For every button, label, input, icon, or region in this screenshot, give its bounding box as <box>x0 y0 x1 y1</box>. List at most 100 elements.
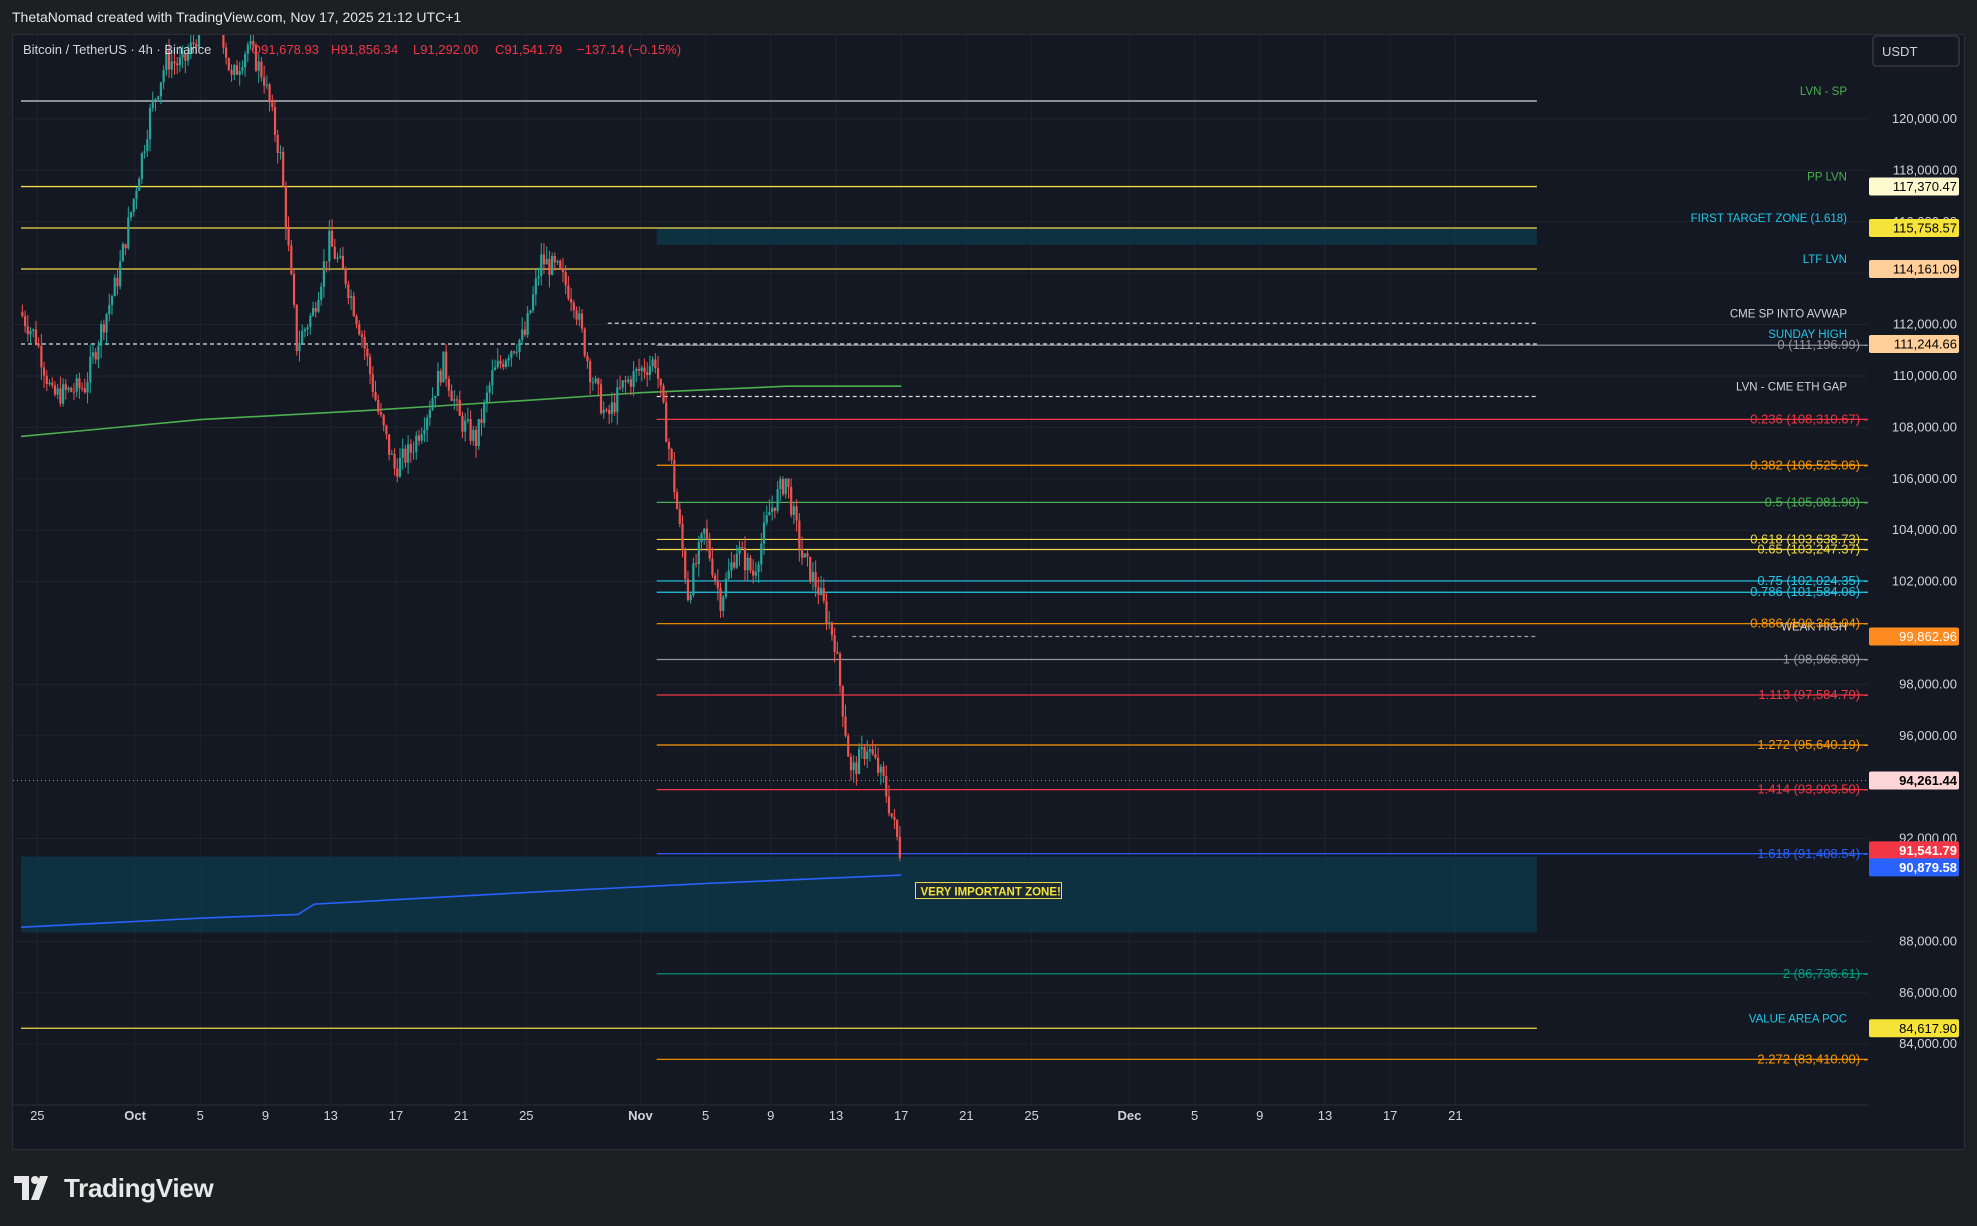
candle-body <box>303 329 306 332</box>
candle-body <box>654 359 657 369</box>
legend: Bitcoin / TetherUS · 4h · Binance O91,67… <box>23 42 681 57</box>
candle-body <box>257 61 260 71</box>
price-axis[interactable]: 120,000.00118,000.00116,000.00114,000.00… <box>1869 35 1964 1105</box>
candle-body <box>765 515 768 523</box>
candle-body <box>572 302 575 311</box>
candle-body <box>72 391 76 393</box>
fib-label: 2.272 (83,410.00) - <box>1757 1051 1868 1066</box>
candle-body <box>648 366 652 375</box>
fib-label: 0.236 (108,310.67) - <box>1750 411 1868 426</box>
price-chart[interactable]: LVN - SP PP LVN FIRST TARGET ZONE (1.618) L… <box>13 35 1964 1149</box>
level-label: WEAK HIGH <box>1781 621 1847 633</box>
price-tick-label: 96,000.00 <box>1899 728 1957 743</box>
candle-body <box>23 316 27 327</box>
time-tick-label: 13 <box>1318 1108 1332 1123</box>
candle-body <box>197 35 201 48</box>
candle-body <box>263 77 266 86</box>
time-tick-label: Dec <box>1117 1108 1141 1123</box>
candle-body <box>529 310 532 313</box>
candle-body <box>409 444 412 453</box>
candle-body <box>420 434 423 441</box>
candle-body <box>879 766 882 773</box>
candle-body <box>531 294 535 311</box>
candle-body <box>474 429 478 447</box>
candle-body <box>602 409 605 414</box>
time-tick-label: 5 <box>1191 1108 1198 1123</box>
currency-button[interactable]: USDT <box>1872 35 1960 67</box>
candle-body <box>575 310 578 320</box>
candle-body <box>235 65 239 75</box>
time-tick-label: 25 <box>1024 1108 1038 1123</box>
candle-body <box>485 392 489 403</box>
legend-symbol: Bitcoin / TetherUS · 4h · Binance <box>23 42 211 57</box>
fib-label: 0.75 (102,024.35) - <box>1757 573 1868 588</box>
candle-body <box>162 70 165 83</box>
candle-body <box>453 399 456 401</box>
candle-body <box>817 587 820 595</box>
price-tick-label: 106,000.00 <box>1892 471 1957 486</box>
candle-body <box>697 541 700 565</box>
candle-body <box>105 313 108 333</box>
candle-body <box>314 307 317 312</box>
candle-body <box>618 387 622 389</box>
candle-body <box>173 61 176 64</box>
candle-body <box>762 522 766 544</box>
candle-body <box>809 556 812 582</box>
candle-body <box>803 553 806 558</box>
candle-body <box>222 35 225 48</box>
candle-body <box>838 653 842 687</box>
candle-body <box>863 747 866 760</box>
candle-body <box>328 230 331 262</box>
candle-body <box>727 570 730 579</box>
time-axis[interactable]: 25 Oct 5 9 13 17 21 25 Nov 5 9 13 17 21 25 Dec 5 9 13 17 21 <box>13 1104 1868 1123</box>
candle-body <box>233 65 236 75</box>
candle-body <box>673 459 676 493</box>
candle-body <box>874 754 877 758</box>
chart-frame[interactable]: LVN - SP PP LVN FIRST TARGET ZONE (1.618) L… <box>12 34 1965 1150</box>
time-tick-label: 21 <box>959 1108 973 1123</box>
candle-body <box>624 380 627 382</box>
candle-body <box>502 363 505 367</box>
candle-body <box>567 285 570 299</box>
candle-body <box>295 304 298 352</box>
candle-body <box>754 571 757 576</box>
candle-body <box>434 395 437 399</box>
price-tick-label: 86,000.00 <box>1899 985 1957 1000</box>
candle-body <box>184 53 187 61</box>
tradingview-logo-icon <box>14 1176 48 1200</box>
tradingview-logo[interactable]: TradingView <box>14 1172 214 1204</box>
price-badge-label: 90,879.58 <box>1899 860 1957 875</box>
candle-body <box>746 557 749 571</box>
candle-body <box>360 334 364 337</box>
candle-body <box>510 351 513 358</box>
candle-body <box>70 387 73 392</box>
candle-body <box>819 588 823 595</box>
candle-body <box>317 300 320 312</box>
candle-body <box>178 57 182 66</box>
price-badge <box>1869 334 1959 353</box>
candle-body <box>129 212 133 218</box>
candle-body <box>792 506 795 515</box>
candle-body <box>852 762 855 771</box>
candle-body <box>330 230 334 247</box>
candle-body <box>605 409 608 411</box>
candle-body <box>358 324 361 335</box>
candle-body <box>708 539 711 559</box>
candle-body <box>67 387 70 390</box>
candle-body <box>51 382 54 386</box>
candle-body <box>871 749 874 755</box>
level-label: PP LVN <box>1807 172 1847 184</box>
candle-body <box>651 359 654 367</box>
candle-body <box>898 836 901 858</box>
candle-body <box>189 42 192 53</box>
candle-body <box>849 756 853 771</box>
time-tick-label: 5 <box>197 1108 204 1123</box>
fib-label: 0.886 (100,361.04) - <box>1750 616 1868 631</box>
candle-body <box>545 258 548 265</box>
candle-body <box>632 371 635 387</box>
candle-body <box>556 260 559 263</box>
candle-body <box>738 546 741 554</box>
candle-body <box>170 61 173 70</box>
candle-body <box>833 635 836 652</box>
candle-body <box>836 651 839 654</box>
